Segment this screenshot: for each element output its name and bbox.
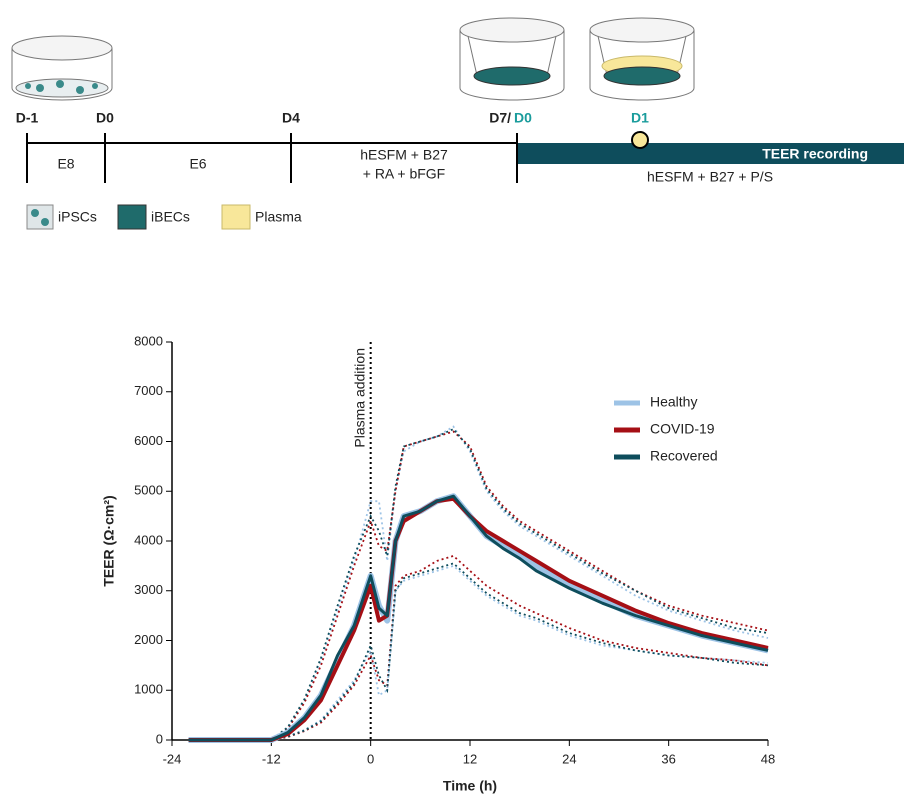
x-tick-label: 36 [661,751,675,766]
legend-label: Healthy [650,394,697,410]
y-tick-label: 1000 [134,682,163,697]
medium-label: E6 [189,156,206,172]
day-label: D1 [631,110,649,126]
dish-ibec [459,17,565,101]
ipsc-swatch [26,204,54,230]
day-label: D4 [282,110,300,126]
legend-label: Recovered [650,448,718,464]
y-axis-label: TEER (Ω·cm²) [101,495,117,586]
y-tick-label: 7000 [134,383,163,398]
day-label: D7/ [489,110,511,126]
error-bound [188,562,769,741]
x-tick-label: -12 [262,751,281,766]
medium-label: E8 [57,156,74,172]
legend-label: iPSCs [58,209,97,225]
chart: 0 1000 2000 3000 4000 5000 6000 7000 8000 -24 -12 0… [101,333,776,793]
x-tick-label: 24 [562,751,576,766]
error-bound [188,425,769,741]
x-axis-label: Time (h) [443,778,497,794]
dish-plasma [589,17,695,101]
medium-label: + RA + bFGF [363,166,445,182]
y-tick-label: 5000 [134,483,163,498]
series-line [188,493,769,743]
x-tick-label: 12 [463,751,477,766]
y-tick-label: 4000 [134,532,163,547]
error-bound [188,427,769,741]
error-bound [188,554,769,741]
x-tick-label: -24 [163,751,182,766]
legend-label: COVID-19 [650,421,715,437]
annotation-text: Plasma addition [351,348,367,448]
day-label: D0 [514,110,532,126]
y-tick-label: 6000 [134,433,163,448]
y-tick-label: 0 [156,731,163,746]
error-bound [188,564,769,741]
teer-bar [517,143,904,164]
day-label: D-1 [16,110,39,126]
ibec-swatch [117,204,147,230]
plasma-swatch [221,204,251,230]
y-tick-label: 3000 [134,582,163,597]
legend-label: Plasma [255,209,302,225]
plasma-marker [631,131,649,149]
timeline-ticks [26,133,518,183]
dish-ipsc [11,35,113,101]
series-line [188,494,769,742]
x-tick-label: 48 [761,751,775,766]
legend-label: iBECs [151,209,190,225]
medium-label: hESFM + B27 [360,147,448,163]
y-tick-label: 2000 [134,632,163,647]
y-tick-label: 8000 [134,333,163,348]
series-line [188,496,769,742]
x-tick-label: 0 [367,751,374,766]
medium-label: hESFM + B27 + P/S [647,169,773,185]
bar-label: TEER recording [762,146,868,162]
day-label: D0 [96,110,114,126]
